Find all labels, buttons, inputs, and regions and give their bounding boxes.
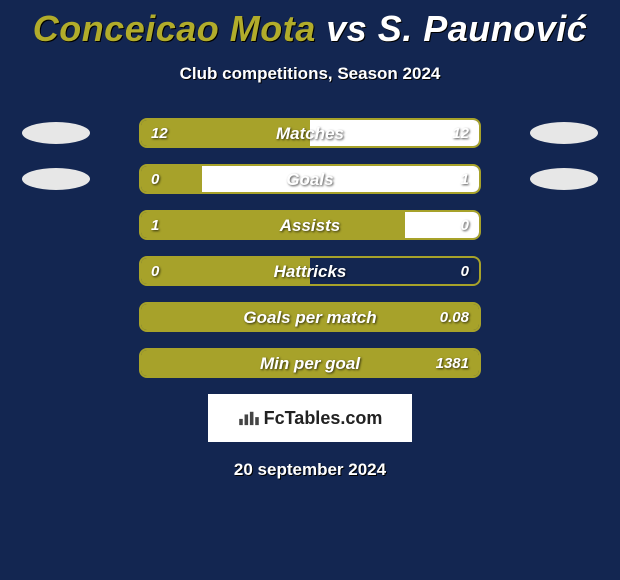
bar-track: 00Hattricks [139, 256, 481, 286]
bar-track: 0.08Goals per match [139, 302, 481, 332]
team-badge-left [22, 168, 90, 190]
bar-fill-left [141, 120, 310, 146]
stat-row: 01Goals [0, 164, 620, 194]
player2-name: S. Paunović [378, 8, 588, 49]
bar-fill-right [405, 212, 479, 238]
team-badge-right [530, 122, 598, 144]
bar-fill-left [141, 166, 202, 192]
team-badge-left [22, 122, 90, 144]
stat-row: 1212Matches [0, 118, 620, 148]
logo-box: FcTables.com [208, 394, 412, 442]
bar-fill-left [141, 212, 405, 238]
value-right: 0 [461, 258, 469, 286]
subtitle: Club competitions, Season 2024 [0, 64, 620, 84]
logo-text: FcTables.com [264, 408, 383, 429]
bar-chart-icon [238, 410, 260, 426]
team-badge-right [530, 168, 598, 190]
date-text: 20 september 2024 [0, 460, 620, 480]
bar-track: 1381Min per goal [139, 348, 481, 378]
stat-row: 10Assists [0, 210, 620, 240]
bar-track: 01Goals [139, 164, 481, 194]
bar-track: 1212Matches [139, 118, 481, 148]
title-row: Conceicao Mota vs S. Paunović [0, 0, 620, 50]
bar-fill-left [141, 350, 479, 376]
bar-fill-left [141, 304, 479, 330]
stat-rows: 1212Matches 01Goals 10Assists 00Hattricks 0.… [0, 118, 620, 378]
bar-track: 10Assists [139, 210, 481, 240]
stat-row: 00Hattricks [0, 256, 620, 286]
bar-fill-right [202, 166, 479, 192]
bar-fill-left [141, 258, 310, 284]
bar-fill-right [310, 120, 479, 146]
vs-text: vs [326, 8, 367, 49]
stat-row: 0.08Goals per match [0, 302, 620, 332]
player1-name: Conceicao Mota [33, 8, 316, 49]
stat-row: 1381Min per goal [0, 348, 620, 378]
